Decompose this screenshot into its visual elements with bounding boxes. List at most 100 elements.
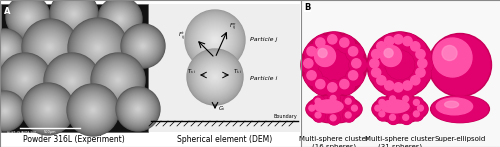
Circle shape — [27, 16, 29, 18]
Circle shape — [83, 100, 103, 120]
Circle shape — [391, 32, 409, 50]
Circle shape — [67, 84, 119, 136]
Circle shape — [201, 26, 229, 54]
Circle shape — [126, 29, 160, 63]
Circle shape — [408, 40, 426, 56]
Circle shape — [376, 76, 386, 85]
Circle shape — [123, 94, 153, 124]
Circle shape — [388, 112, 400, 124]
Circle shape — [193, 55, 237, 99]
Circle shape — [44, 53, 100, 109]
Circle shape — [86, 103, 100, 117]
Circle shape — [34, 95, 62, 123]
Circle shape — [0, 35, 19, 63]
Circle shape — [44, 105, 52, 113]
Circle shape — [114, 13, 126, 25]
Circle shape — [301, 32, 367, 98]
Circle shape — [54, 63, 90, 99]
Circle shape — [0, 32, 22, 66]
Circle shape — [105, 4, 135, 34]
Circle shape — [0, 101, 15, 121]
Circle shape — [430, 35, 490, 95]
Circle shape — [20, 74, 30, 84]
Circle shape — [328, 35, 337, 44]
Circle shape — [314, 46, 336, 66]
Circle shape — [388, 94, 400, 106]
Circle shape — [113, 12, 127, 26]
Circle shape — [367, 56, 385, 74]
Circle shape — [29, 90, 67, 128]
Circle shape — [23, 12, 33, 22]
Circle shape — [307, 47, 316, 56]
Circle shape — [86, 36, 110, 60]
Circle shape — [134, 105, 142, 113]
Circle shape — [412, 109, 423, 121]
Circle shape — [16, 5, 40, 29]
Circle shape — [81, 98, 105, 122]
Circle shape — [328, 83, 337, 92]
Circle shape — [418, 105, 424, 111]
Circle shape — [213, 38, 217, 42]
Circle shape — [0, 95, 21, 127]
Circle shape — [408, 74, 426, 90]
Circle shape — [30, 27, 70, 67]
Ellipse shape — [444, 101, 458, 108]
Circle shape — [93, 55, 143, 105]
Circle shape — [304, 35, 364, 95]
Circle shape — [50, 59, 94, 103]
Circle shape — [132, 103, 144, 115]
Circle shape — [70, 79, 74, 83]
Text: $F^t_{ij}$: $F^t_{ij}$ — [178, 30, 186, 41]
Circle shape — [73, 23, 123, 73]
Circle shape — [117, 16, 123, 22]
Circle shape — [343, 96, 355, 108]
Circle shape — [118, 17, 122, 21]
Circle shape — [88, 105, 98, 115]
Circle shape — [348, 71, 358, 80]
Circle shape — [57, 66, 87, 96]
Circle shape — [388, 94, 400, 106]
Circle shape — [72, 12, 76, 16]
Circle shape — [189, 51, 241, 103]
Circle shape — [75, 92, 111, 128]
Circle shape — [59, 68, 85, 94]
Circle shape — [403, 96, 408, 102]
Circle shape — [57, 0, 91, 31]
Circle shape — [25, 14, 31, 20]
Circle shape — [325, 32, 343, 50]
Circle shape — [315, 112, 321, 118]
Circle shape — [132, 35, 154, 57]
Text: Spherical element (DEM): Spherical element (DEM) — [177, 135, 272, 144]
Circle shape — [22, 83, 74, 135]
Circle shape — [340, 80, 349, 89]
Circle shape — [77, 27, 119, 69]
Bar — [301, 0, 499, 147]
Circle shape — [82, 32, 114, 64]
Circle shape — [4, 110, 6, 112]
Circle shape — [61, 70, 83, 92]
Circle shape — [76, 93, 110, 127]
Circle shape — [194, 19, 236, 61]
Circle shape — [374, 40, 392, 56]
Circle shape — [400, 94, 412, 106]
Circle shape — [79, 96, 107, 124]
Circle shape — [22, 11, 34, 23]
Circle shape — [309, 105, 314, 111]
Circle shape — [414, 66, 430, 83]
Circle shape — [313, 35, 331, 53]
Circle shape — [65, 74, 79, 88]
Circle shape — [59, 0, 89, 29]
Circle shape — [1, 45, 9, 53]
Circle shape — [92, 54, 144, 106]
Circle shape — [394, 83, 403, 92]
Circle shape — [26, 15, 30, 19]
Circle shape — [384, 81, 394, 90]
Circle shape — [139, 42, 147, 50]
Circle shape — [112, 11, 128, 27]
Text: $T_{t,i}$: $T_{t,i}$ — [233, 68, 242, 76]
Circle shape — [346, 45, 363, 61]
Circle shape — [212, 37, 218, 43]
Circle shape — [24, 21, 76, 73]
Circle shape — [32, 93, 64, 125]
Circle shape — [403, 81, 412, 90]
